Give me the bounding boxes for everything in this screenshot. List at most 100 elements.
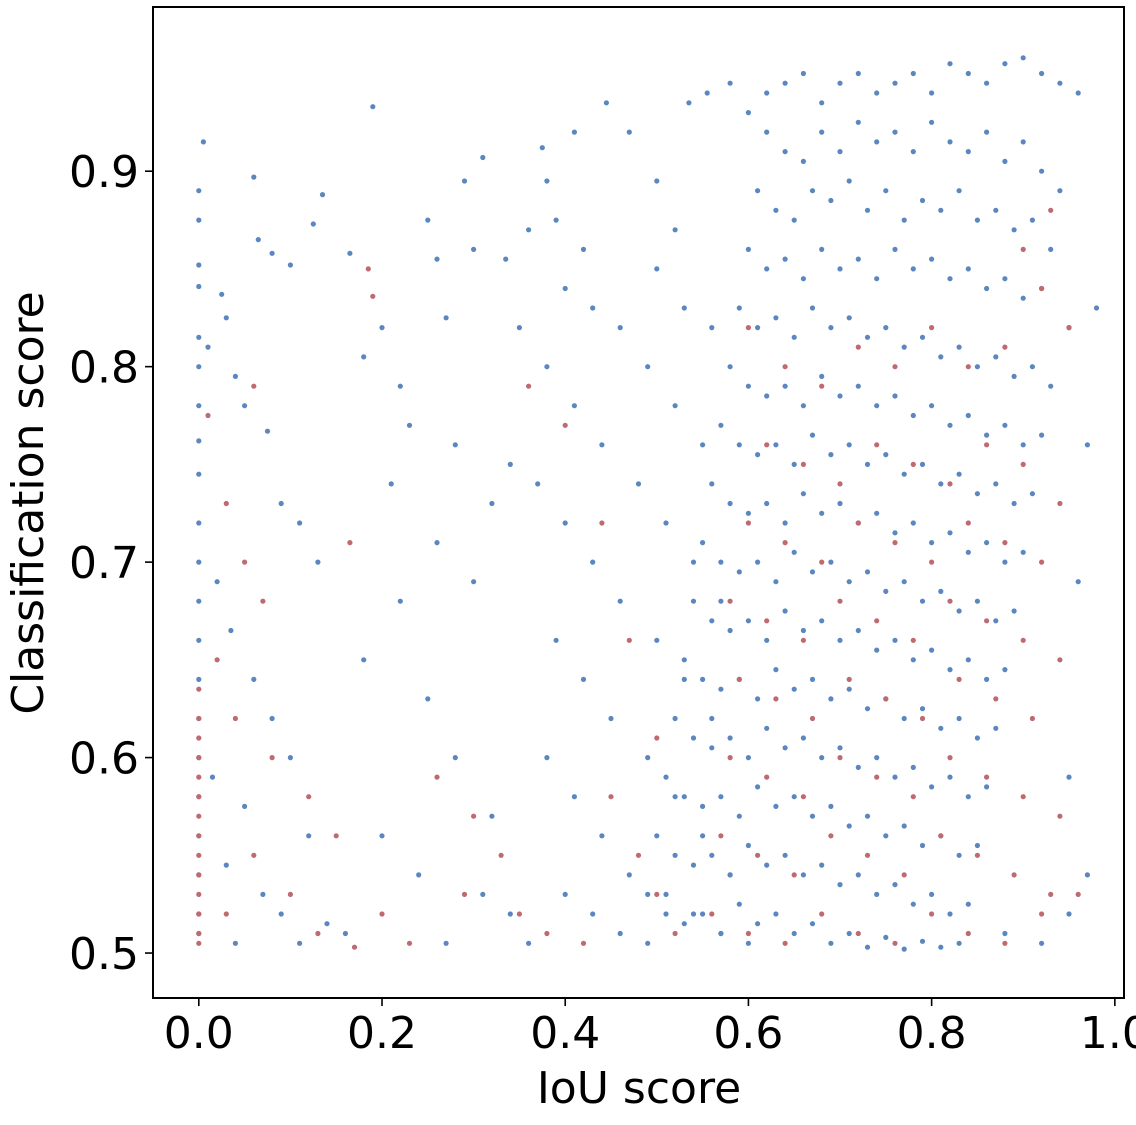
data-point-series-1 [425,696,431,702]
data-point-series-2 [837,755,843,761]
data-point-series-2 [205,412,211,419]
data-point-series-2 [1075,891,1081,898]
data-point-series-1 [590,911,596,917]
data-point-series-1 [700,803,706,810]
data-point-series-1 [956,344,962,350]
data-point-series-1 [764,393,770,399]
data-point-series-2 [828,833,834,839]
data-point-series-2 [984,774,990,780]
data-point-series-2 [635,852,642,858]
data-point-series-1 [681,921,687,927]
data-point-series-2 [1048,207,1054,213]
data-point-series-1 [745,755,752,761]
data-point-series-1 [645,940,651,946]
data-point-series-1 [919,938,926,944]
data-point-series-1 [214,579,220,585]
data-point-series-1 [883,833,889,839]
data-point-series-1 [993,207,999,213]
data-point-series-1 [764,266,770,272]
data-point-series-1 [965,412,971,419]
x-tick-label: 0.2 [347,1008,417,1059]
data-point-series-1 [745,940,752,946]
data-point-series-2 [764,618,770,624]
data-point-series-1 [938,588,944,595]
data-point-series-1 [809,188,816,194]
data-point-series-1 [626,872,632,878]
data-point-series-2 [196,940,202,946]
data-point-series-1 [452,755,458,761]
data-point-series-1 [544,755,550,761]
data-point-series-1 [269,250,275,256]
data-point-series-1 [965,549,971,555]
data-point-series-2 [819,383,825,389]
data-point-series-1 [535,481,541,487]
data-point-series-2 [196,774,202,780]
data-point-series-1 [379,325,385,331]
data-point-series-1 [626,129,632,135]
data-point-series-2 [370,293,376,299]
data-point-series-1 [819,618,825,624]
data-point-series-2 [196,794,202,800]
data-point-series-1 [690,911,697,917]
data-point-series-1 [901,579,907,585]
data-point-series-1 [209,774,216,780]
data-point-series-1 [755,325,761,331]
data-point-series-1 [956,471,962,477]
y-axis-ticks: 0.5 0.6 0.7 0.8 0.9 [69,147,153,980]
data-point-series-2 [1057,500,1063,507]
data-point-series-1 [773,911,779,917]
data-point-series-1 [919,197,926,204]
data-point-series-2 [251,383,257,389]
data-point-series-1 [736,305,742,311]
data-point-series-1 [910,520,916,526]
data-point-series-1 [416,872,422,878]
data-point-series-1 [745,110,752,116]
data-point-series-1 [1002,276,1008,282]
data-point-series-1 [809,569,816,575]
data-point-series-1 [745,383,752,389]
data-point-series-1 [232,940,238,946]
data-point-series-1 [901,344,907,350]
data-point-series-1 [837,500,843,507]
data-point-series-1 [809,305,816,311]
data-point-series-2 [1039,285,1045,292]
data-point-series-2 [471,813,477,819]
data-point-series-1 [874,647,880,653]
data-point-series-1 [809,432,816,438]
data-point-series-1 [791,461,797,467]
data-point-series-1 [681,305,687,311]
data-point-series-2 [347,540,353,546]
data-point-series-1 [1084,442,1090,448]
data-point-series-1 [773,667,779,673]
data-point-series-2 [800,637,807,643]
data-point-series-1 [690,735,697,741]
data-point-series-1 [590,305,596,311]
data-point-series-1 [956,715,962,722]
data-point-series-1 [892,393,898,399]
data-point-series-1 [310,221,316,227]
data-point-series-1 [1029,217,1035,223]
data-point-series-2 [965,364,971,370]
data-point-series-1 [617,598,623,604]
data-point-series-1 [471,246,477,252]
data-point-series-2 [223,500,229,507]
data-point-series-1 [819,100,825,106]
data-point-series-1 [764,862,770,868]
data-point-series-1 [901,217,907,223]
data-point-series-2 [929,559,935,565]
data-point-series-1 [974,598,981,604]
data-point-series-2 [800,461,807,467]
data-point-series-1 [846,930,852,937]
data-point-series-1 [755,784,761,790]
data-point-series-2 [938,833,944,839]
data-point-series-1 [773,207,779,213]
data-point-series-1 [828,803,834,810]
data-point-series-1 [1029,364,1035,370]
data-point-series-2 [599,520,605,526]
data-point-series-2 [837,598,843,604]
data-point-series-1 [938,207,944,213]
data-point-series-2 [434,774,440,780]
data-point-series-1 [883,188,889,194]
